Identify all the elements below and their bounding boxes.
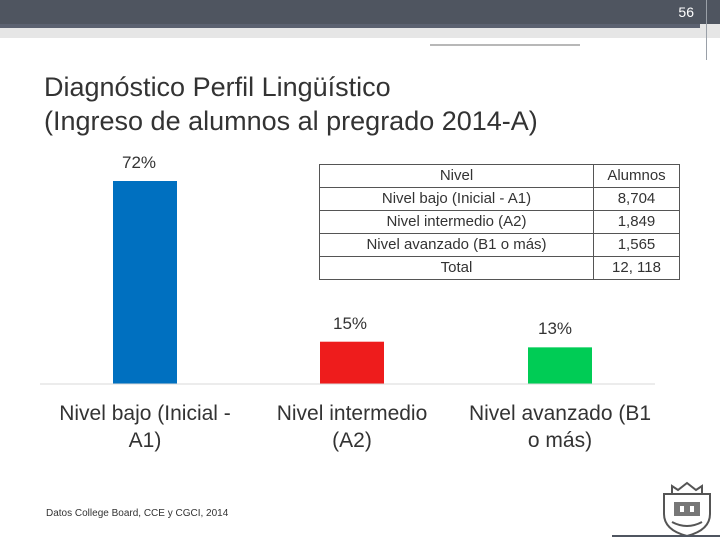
slide-header-accent <box>0 24 700 28</box>
data-table: Nivel Alumnos Nivel bajo (Inicial - A1) 8,7… <box>319 164 680 280</box>
category-label-line: Nivel avanzado (B1 <box>468 402 652 425</box>
header-underline <box>430 44 580 46</box>
category-label-line: o más) <box>527 429 593 452</box>
category-label-1: Nivel bajo (Inicial - A1) <box>40 400 250 454</box>
footer-accent-line <box>612 535 720 537</box>
table-cell-nivel: Total <box>319 256 594 280</box>
table-row: Nivel intermedio (A2) 1,849 <box>319 210 680 234</box>
corner-divider <box>706 0 707 60</box>
table-cell-alumnos: 12, 118 <box>593 256 680 280</box>
table-cell-nivel: Nivel intermedio (A2) <box>319 210 594 234</box>
title-line-1: Diagnóstico Perfil Lingüístico <box>44 72 391 102</box>
table-cell-alumnos: 1,849 <box>593 210 680 234</box>
table-row: Nivel avanzado (B1 o más) 1,565 <box>319 233 680 257</box>
slide-header-bar <box>0 0 720 24</box>
table-row: Total 12, 118 <box>319 256 680 280</box>
page-number: 56 <box>678 4 694 20</box>
data-label-3: 13% <box>538 319 573 339</box>
bar-3 <box>528 347 592 384</box>
table-cell-alumnos: Alumnos <box>593 164 680 188</box>
bar-2 <box>320 341 384 384</box>
data-label-1: 72% <box>122 153 157 172</box>
category-label-line: Nivel bajo (Inicial - <box>59 402 231 425</box>
category-label-line: (A2) <box>332 429 372 452</box>
university-seal-logo <box>663 481 711 538</box>
category-label-2: Nivel intermedio (A2) <box>247 400 457 454</box>
table-cell-alumnos: 8,704 <box>593 187 680 211</box>
bar-1 <box>113 181 177 384</box>
table-cell-nivel: Nivel <box>319 164 594 188</box>
table-header-row: Nivel Alumnos <box>319 164 680 188</box>
category-label-line: A1) <box>128 429 162 452</box>
slide-title: Diagnóstico Perfil Lingüístico (Ingreso … <box>44 70 538 138</box>
table-cell-nivel: Nivel bajo (Inicial - A1) <box>319 187 594 211</box>
source-note: Datos College Board, CCE y CGCI, 2014 <box>46 508 229 519</box>
table-cell-nivel: Nivel avanzado (B1 o más) <box>319 233 594 257</box>
category-label-3: Nivel avanzado (B1 o más) <box>455 400 665 454</box>
table-row: Nivel bajo (Inicial - A1) 8,704 <box>319 187 680 211</box>
data-label-2: 15% <box>333 313 368 333</box>
category-label-line: Nivel intermedio <box>276 402 428 425</box>
table-cell-alumnos: 1,565 <box>593 233 680 257</box>
title-line-2: (Ingreso de alumnos al pregrado 2014-A) <box>44 106 538 136</box>
